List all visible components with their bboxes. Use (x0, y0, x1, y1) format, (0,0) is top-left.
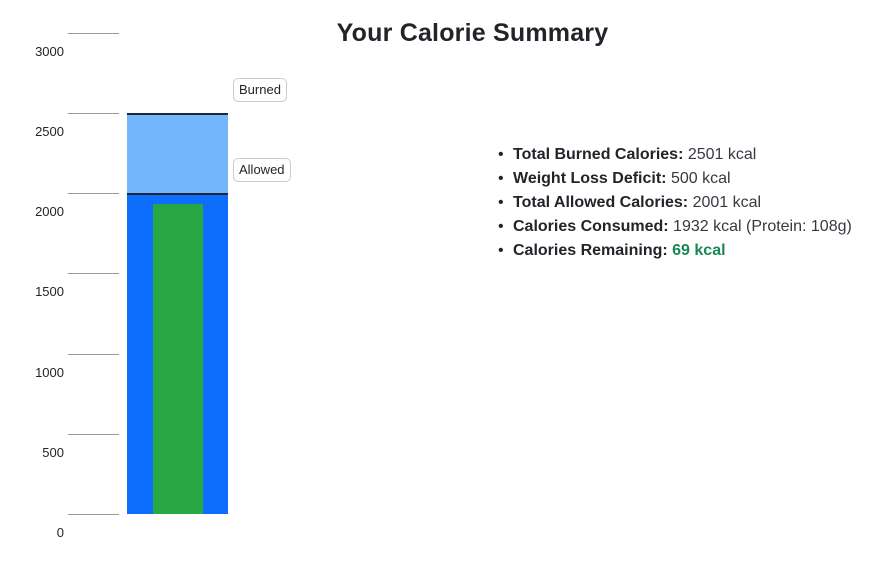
summary-item: • Weight Loss Deficit: 500 kcal (498, 167, 852, 191)
bar-label-burned[interactable]: Burned (233, 78, 287, 102)
y-axis-tick (68, 354, 119, 355)
summary-item-label: Total Burned Calories: (513, 146, 684, 163)
bullet-icon: • (498, 194, 504, 211)
y-axis-label: 2500 (35, 124, 64, 139)
summary-item-value: 2001 kcal (692, 194, 762, 211)
calorie-bar-chart: 3000 2500 2000 1500 1000 500 0 Burned Allowed (0, 0, 320, 569)
y-axis-tick (68, 514, 119, 515)
y-axis-label: 3000 (35, 44, 64, 59)
y-axis-label: 1500 (35, 284, 64, 299)
y-axis-label: 2000 (35, 204, 64, 219)
summary-item: • Total Allowed Calories: 2001 kcal (498, 191, 852, 215)
bar-consumed (153, 204, 203, 514)
summary-item-label: Calories Remaining: (513, 242, 668, 259)
summary-item-label: Total Allowed Calories: (513, 194, 689, 211)
summary-item-label: Calories Consumed: (513, 218, 669, 235)
bullet-icon: • (498, 242, 504, 259)
bullet-icon: • (498, 146, 504, 163)
y-axis-tick (68, 113, 119, 114)
y-axis-tick (68, 273, 119, 274)
summary-item: • Calories Remaining: 69 kcal (498, 239, 852, 263)
y-axis-label: 1000 (35, 365, 64, 380)
bullet-icon: • (498, 218, 504, 235)
summary-item-label: Weight Loss Deficit: (513, 170, 667, 187)
bullet-icon: • (498, 170, 504, 187)
y-axis-tick (68, 33, 119, 34)
y-axis-tick (68, 193, 119, 194)
summary-item-value: 500 kcal (670, 170, 731, 187)
y-axis-label: 500 (42, 445, 64, 460)
summary-item: • Calories Consumed: 1932 kcal (Protein: … (498, 215, 852, 239)
summary-item-value: 2501 kcal (687, 146, 757, 163)
y-axis-label: 0 (56, 525, 64, 540)
page-title: Your Calorie Summary (336, 19, 609, 47)
summary-list: • Total Burned Calories: 2501 kcal • Weight… (498, 143, 852, 263)
summary-item-value: 69 kcal (672, 242, 726, 259)
summary-item-value: 1932 kcal (Protein: 108g) (673, 218, 852, 235)
summary-item: • Total Burned Calories: 2501 kcal (498, 143, 852, 167)
y-axis-tick (68, 434, 119, 435)
bar-label-allowed[interactable]: Allowed (233, 158, 291, 182)
